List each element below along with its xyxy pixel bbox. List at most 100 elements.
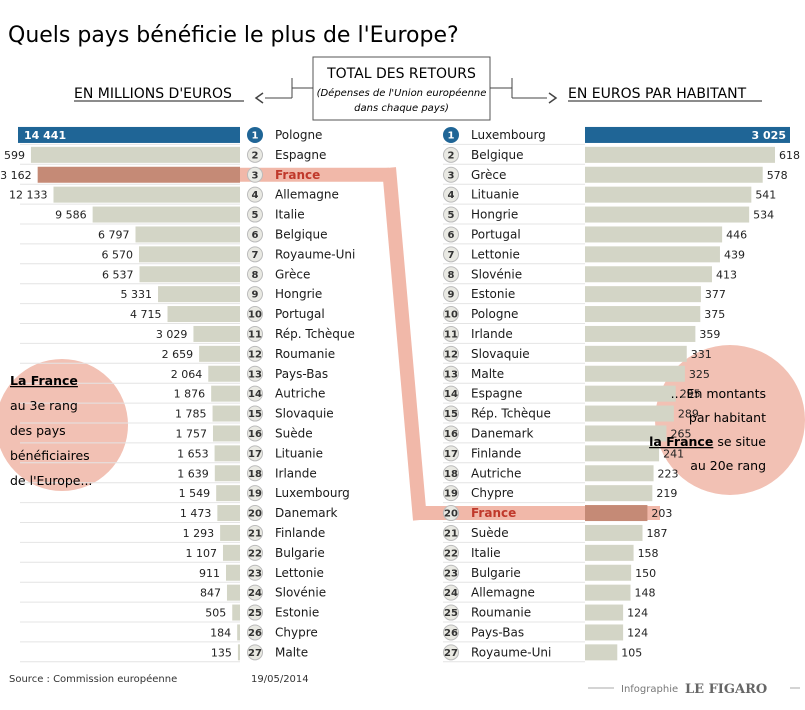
right-value-label-10: 375: [704, 308, 725, 321]
left-rank-number-17: 17: [248, 449, 262, 460]
right-rank-badge-16: [443, 425, 459, 442]
right-rank-number-9: 9: [448, 290, 455, 301]
left-country-label-4: Allemagne: [275, 188, 339, 202]
left-value-label-22: 1 107: [185, 547, 217, 560]
left-value-label-17: 1 653: [177, 447, 209, 460]
right-rank-number-17: 17: [444, 449, 458, 460]
left-rank-badge-24: [247, 584, 263, 601]
right-rank-number-18: 18: [444, 469, 458, 480]
left-rank-badge-20: [247, 505, 263, 522]
left-rank-badge-6: [247, 226, 263, 243]
right-rank-number-21: 21: [444, 528, 458, 539]
left-bar-7: [139, 246, 240, 263]
source-note: Source : Commission européenne: [9, 673, 177, 685]
right-value-label-27: 105: [621, 646, 642, 659]
right-country-label-15: Rép. Tchèque: [471, 407, 551, 421]
left-value-label-13: 2 064: [171, 368, 203, 381]
left-rank-badge-25: [247, 604, 263, 621]
right-bar-11: [585, 325, 696, 342]
left-callout-line-4: bénéficiaires: [10, 448, 90, 463]
right-rank-badge-22: [443, 544, 459, 561]
right-country-label-27: Royaume-Uni: [471, 645, 551, 659]
left-bar-5: [92, 206, 241, 223]
right-rank-number-2: 2: [448, 150, 455, 161]
right-value-label-11: 359: [699, 328, 720, 341]
right-bar-6: [585, 226, 723, 243]
right-country-label-10: Pologne: [471, 307, 518, 321]
right-value-label-26: 124: [627, 626, 648, 639]
right-rank-number-1: 1: [448, 130, 455, 141]
right-bar-20: [585, 505, 648, 522]
left-rank-number-2: 2: [252, 150, 259, 161]
left-rank-badge-14: [247, 385, 263, 402]
left-rank-number-22: 22: [248, 548, 262, 559]
right-callout-line-3: la France se situe: [649, 434, 766, 449]
left-bar-4: [53, 186, 240, 203]
left-bar-3: [37, 166, 241, 183]
left-value-label-7: 6 570: [102, 248, 134, 261]
right-country-label-2: Belgique: [471, 148, 524, 162]
left-value-label-10: 4 715: [130, 308, 162, 321]
right-value-label-18: 223: [658, 467, 679, 480]
left-rank-badge-11: [247, 325, 263, 342]
left-country-label-3: France: [275, 168, 320, 182]
right-rank-number-20: 20: [444, 509, 458, 520]
right-bar-15: [585, 405, 674, 422]
left-bar-18: [214, 465, 240, 482]
right-bar-8: [585, 266, 712, 283]
right-rank-badge-18: [443, 465, 459, 482]
left-country-label-17: Lituanie: [275, 446, 323, 460]
left-rank-number-14: 14: [248, 389, 262, 400]
right-rank-badge-9: [443, 286, 459, 303]
left-rank-number-27: 27: [248, 648, 262, 659]
right-value-label-15: 289: [678, 408, 699, 421]
right-bar-13: [585, 365, 685, 382]
right-rank-number-3: 3: [448, 170, 455, 181]
left-bar-10: [167, 306, 240, 323]
right-bar-5: [585, 206, 750, 223]
connector-diagonal-segment: [382, 167, 427, 521]
right-rank-badge-21: [443, 524, 459, 541]
right-rank-badge-7: [443, 246, 459, 263]
left-rank-badge-27: [247, 644, 263, 661]
left-value-label-11: 3 029: [156, 328, 188, 341]
left-bar-12: [199, 345, 240, 362]
right-value-label-9: 377: [705, 288, 726, 301]
right-callout-line-2: par habitant: [689, 410, 766, 425]
left-rank-badge-19: [247, 485, 263, 502]
right-rank-badge-23: [443, 564, 459, 581]
left-bar-24: [226, 584, 240, 601]
right-country-label-26: Pays-Bas: [471, 625, 524, 639]
right-country-label-20: France: [471, 506, 516, 520]
left-bar-2: [30, 146, 240, 163]
left-country-label-12: Roumanie: [275, 347, 335, 361]
left-rank-number-23: 23: [248, 568, 262, 579]
left-bar-series: 14 4411Pologne13 5992Espagne13 1623Franc…: [0, 126, 355, 663]
left-bar-19: [216, 485, 240, 502]
left-axis-header: EN MILLIONS D'EUROS: [74, 86, 232, 102]
left-rank-number-15: 15: [248, 409, 262, 420]
right-bar-26: [585, 624, 624, 641]
left-value-label-6: 6 797: [98, 228, 130, 241]
left-rank-badge-23: [247, 564, 263, 581]
right-callout-line-4: au 20e rang: [690, 458, 766, 473]
left-rank-badge-7: [247, 246, 263, 263]
right-rank-number-4: 4: [448, 190, 455, 201]
left-bar-6: [135, 226, 240, 243]
center-box: [312, 56, 491, 121]
left-country-label-16: Suède: [275, 426, 313, 440]
left-rank-number-6: 6: [252, 230, 259, 241]
left-bar-23: [225, 564, 240, 581]
left-bar-25: [232, 604, 240, 621]
right-rank-badge-24: [443, 584, 459, 601]
left-bar-13: [208, 365, 240, 382]
right-rank-badge-20: [443, 505, 459, 522]
right-rank-number-15: 15: [444, 409, 458, 420]
right-bar-27: [585, 644, 618, 661]
right-bar-16: [585, 425, 667, 442]
center-box-subtitle-2: dans chaque pays): [354, 103, 449, 114]
right-rank-badge-19: [443, 485, 459, 502]
right-rank-number-8: 8: [448, 270, 455, 281]
left-callout-line-5: de l'Europe...: [10, 473, 92, 488]
right-value-label-12: 331: [691, 348, 712, 361]
